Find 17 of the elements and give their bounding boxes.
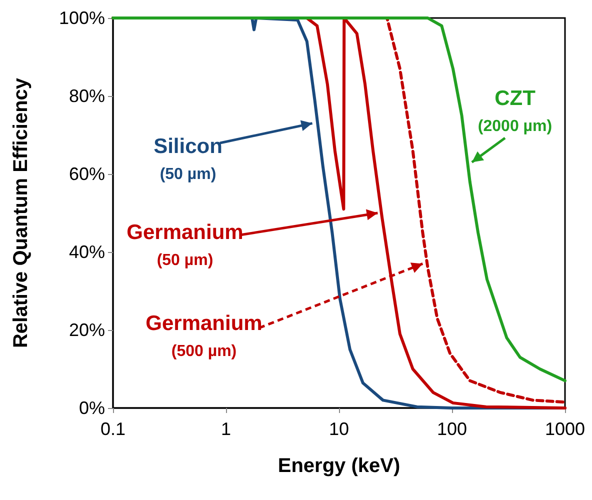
y-tick-label: 60% [68, 164, 105, 184]
y-tick-label: 20% [68, 320, 105, 340]
x-tick-label: 100 [436, 419, 468, 439]
annotation: Silicon (50 µm) [154, 135, 222, 183]
annotation: Germanium (50 µm) [126, 221, 244, 269]
y-axis-title: Relative Quantum Efficiency [10, 77, 32, 348]
x-axis-title: Energy (keV) [278, 455, 400, 477]
x-tick-label: 0.1 [100, 419, 126, 439]
y-tick-label: 0% [78, 398, 105, 418]
x-tick-label: 1 [220, 419, 232, 439]
y-tick-label: 40% [68, 242, 105, 262]
x-tick-label: 10 [328, 419, 350, 439]
annotation: Germanium (500 µm) [146, 312, 262, 360]
annotation: CZT (2000 µm) [478, 87, 552, 135]
x-tick-label: 1000 [544, 419, 586, 439]
y-tick-label: 100% [58, 8, 105, 28]
y-tick-label: 80% [68, 86, 105, 106]
